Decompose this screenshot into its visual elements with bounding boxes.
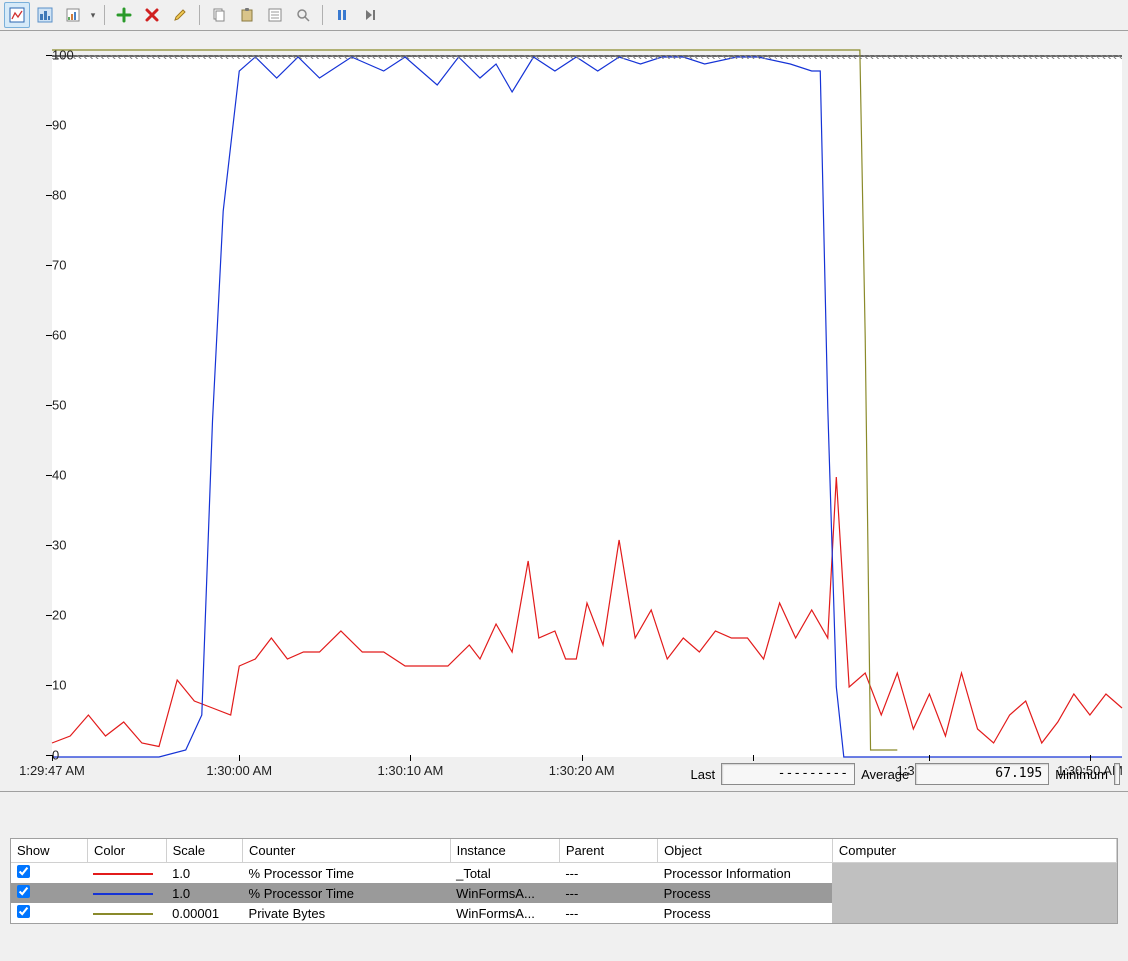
- paste-icon[interactable]: [234, 2, 260, 28]
- stat-min-label: Minimum: [1055, 767, 1108, 782]
- table-row[interactable]: 0.00001Private BytesWinFormsA...---Proce…: [11, 903, 1117, 923]
- cell-counter: % Processor Time: [243, 883, 451, 903]
- color-swatch: [93, 893, 153, 895]
- cell-object: Process: [658, 903, 833, 923]
- table-header[interactable]: Parent: [559, 839, 657, 863]
- cell-computer: [832, 883, 1116, 903]
- cell-object: Processor Information: [658, 863, 833, 884]
- cell-instance: _Total: [450, 863, 559, 884]
- color-swatch: [93, 913, 153, 915]
- counter-table-wrap: ShowColorScaleCounterInstanceParentObjec…: [10, 838, 1118, 924]
- cell-parent: ---: [559, 863, 657, 884]
- view-histogram-icon[interactable]: [32, 2, 58, 28]
- counter-table[interactable]: ShowColorScaleCounterInstanceParentObjec…: [11, 839, 1117, 923]
- table-header[interactable]: Instance: [450, 839, 559, 863]
- view-line-icon[interactable]: [4, 2, 30, 28]
- toolbar: ▾: [0, 0, 1128, 31]
- stat-last-label: Last: [691, 767, 716, 782]
- table-header[interactable]: Computer: [832, 839, 1116, 863]
- table-header[interactable]: Object: [658, 839, 833, 863]
- plot-area[interactable]: [52, 55, 1122, 757]
- table-row[interactable]: 1.0% Processor Time_Total---Processor In…: [11, 863, 1117, 884]
- zoom-icon[interactable]: [290, 2, 316, 28]
- stat-last-value: ---------: [721, 763, 855, 785]
- series-pct_processor_winforms: [52, 57, 1122, 757]
- color-swatch: [93, 873, 153, 875]
- pause-icon[interactable]: [329, 2, 355, 28]
- cell-scale: 1.0: [166, 863, 242, 884]
- stat-avg-value: 67.195: [915, 763, 1049, 785]
- cell-instance: WinFormsA...: [450, 903, 559, 923]
- cell-computer: [832, 903, 1116, 923]
- table-header[interactable]: Color: [87, 839, 166, 863]
- cell-parent: ---: [559, 903, 657, 923]
- chart-svg: [52, 57, 1122, 757]
- view-dropdown-icon[interactable]: ▾: [88, 3, 98, 27]
- cell-scale: 1.0: [166, 883, 242, 903]
- toolbar-separator: [322, 5, 323, 25]
- highlight-icon[interactable]: [167, 2, 193, 28]
- stat-min-value: [1114, 763, 1120, 785]
- cell-counter: % Processor Time: [243, 863, 451, 884]
- cell-scale: 0.00001: [166, 903, 242, 923]
- show-checkbox[interactable]: [17, 865, 30, 878]
- properties-icon[interactable]: [262, 2, 288, 28]
- view-report-icon[interactable]: [60, 2, 86, 28]
- table-header[interactable]: Show: [11, 839, 87, 863]
- cell-parent: ---: [559, 883, 657, 903]
- show-checkbox[interactable]: [17, 885, 30, 898]
- series-private_bytes: [52, 50, 897, 750]
- cell-computer: [832, 863, 1116, 884]
- toolbar-separator: [104, 5, 105, 25]
- table-row[interactable]: 1.0% Processor TimeWinFormsA...---Proces…: [11, 883, 1117, 903]
- chart-area: 0102030405060708090100 1:29:47 AM1:30:00…: [0, 31, 1128, 792]
- table-header[interactable]: Scale: [166, 839, 242, 863]
- copy-icon[interactable]: [206, 2, 232, 28]
- toolbar-separator: [199, 5, 200, 25]
- stats-row: Last --------- Average 67.195 Minimum: [0, 763, 1128, 785]
- cell-instance: WinFormsA...: [450, 883, 559, 903]
- step-icon[interactable]: [357, 2, 383, 28]
- stat-avg-label: Average: [861, 767, 909, 782]
- series-pct_processor_total: [52, 477, 1122, 747]
- table-header[interactable]: Counter: [243, 839, 451, 863]
- show-checkbox[interactable]: [17, 905, 30, 918]
- cell-object: Process: [658, 883, 833, 903]
- cell-counter: Private Bytes: [243, 903, 451, 923]
- delete-icon[interactable]: [139, 2, 165, 28]
- add-icon[interactable]: [111, 2, 137, 28]
